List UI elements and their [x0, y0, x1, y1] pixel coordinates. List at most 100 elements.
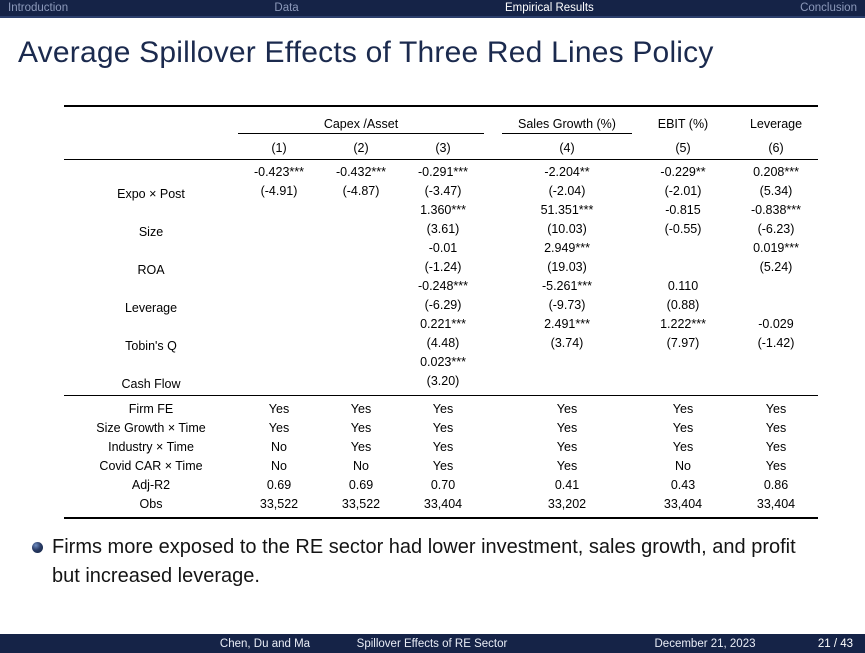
nav-item-introduction[interactable]: Introduction	[8, 2, 69, 14]
coef-value	[320, 201, 402, 220]
t-stat: (-2.01)	[664, 183, 702, 198]
coef-value	[238, 315, 320, 334]
t-stat: (19.03)	[547, 259, 587, 274]
control-value: Yes	[320, 394, 402, 419]
bullet-icon	[32, 542, 43, 553]
coef-value: 0.023***	[420, 354, 466, 369]
control-value: Yes	[350, 439, 372, 454]
table-header: Capex /Asset Sales Growth (%) EBIT (%) Leve…	[64, 106, 818, 160]
control-value: 0.69	[266, 477, 292, 492]
coef-value: -0.423***	[253, 164, 305, 179]
coef-value: 0.110	[667, 278, 699, 293]
row-label: Tobin's Q	[125, 338, 177, 353]
control-value: 33,404	[423, 496, 463, 511]
coef-cell: -0.01 (-1.24)	[402, 239, 484, 277]
coef-cell: -5.261*** (-9.73)	[502, 277, 632, 315]
control-value: No	[353, 458, 369, 473]
coef-value	[632, 353, 734, 372]
footer-authors: Chen, Du and Ma	[219, 637, 311, 650]
control-value: Yes	[672, 420, 694, 435]
coef-value: -0.291***	[417, 164, 469, 179]
coef-value	[238, 201, 320, 220]
control-row: Covid CAR × Time No No Yes Yes No Yes	[64, 457, 818, 476]
coef-value	[320, 239, 402, 258]
coef-value: 51.351***	[540, 202, 594, 217]
row-label: Firm FE	[64, 394, 238, 419]
takeaway-bullet: Firms more exposed to the RE sector had …	[32, 533, 832, 591]
control-value: Yes	[432, 439, 454, 454]
t-stat	[320, 220, 402, 239]
coef-value	[320, 277, 402, 296]
coef-cell: -0.423*** (-4.91)	[238, 159, 320, 201]
control-value: 33,522	[259, 496, 299, 511]
row-label: Size	[138, 224, 164, 239]
column-spacer	[484, 457, 502, 476]
coef-cell: 1.222*** (7.97)	[632, 315, 734, 353]
row-label: ROA	[137, 262, 165, 277]
coef-cell: -0.432*** (-4.87)	[320, 159, 402, 201]
control-value: Yes	[432, 420, 454, 435]
column-number: (6)	[734, 133, 818, 160]
coef-value	[632, 239, 734, 258]
control-rows: Firm FE Yes Yes Yes Yes Yes Yes Size Growth × T…	[64, 394, 818, 518]
column-spacer	[484, 394, 502, 419]
coef-cell: 0.023*** (3.20)	[402, 353, 484, 396]
t-stat: (5.34)	[759, 183, 793, 198]
control-value: Yes	[238, 394, 320, 419]
control-value: Yes	[350, 420, 372, 435]
t-stat: (-1.42)	[757, 335, 795, 350]
coef-value: -0.815	[665, 202, 701, 217]
coef-cell: -0.229** (-2.01)	[632, 159, 734, 201]
t-stat: (-6.23)	[757, 221, 795, 236]
row-label: Industry × Time	[108, 439, 194, 454]
coef-value	[502, 353, 632, 372]
column-number: (3)	[402, 133, 484, 160]
nav-item-conclusion[interactable]: Conclusion	[800, 2, 857, 14]
control-value: 33,404	[663, 496, 703, 511]
t-stat: (5.24)	[759, 259, 793, 274]
t-stat	[238, 220, 320, 239]
control-row: Size Growth × Time Yes Yes Yes Yes Yes Yes	[64, 419, 818, 438]
control-value: 33,202	[547, 496, 587, 511]
coef-cell: -0.838*** (-6.23)	[734, 201, 818, 239]
control-value: 0.41	[554, 477, 580, 492]
column-spacer	[484, 315, 502, 353]
t-stat: (-2.04)	[548, 183, 586, 198]
coef-cell	[320, 239, 402, 277]
coef-cell	[320, 277, 402, 315]
nav-item-data[interactable]: Data	[274, 2, 299, 14]
control-value: 0.69	[348, 477, 374, 492]
control-row: Adj-R2 0.69 0.69 0.70 0.41 0.43 0.86	[64, 476, 818, 495]
coef-cell: 0.110 (0.88)	[632, 277, 734, 315]
coef-value: 2.491***	[544, 316, 590, 331]
t-stat: (-4.91)	[260, 183, 298, 198]
column-spacer	[484, 106, 502, 133]
row-label-blank	[64, 106, 238, 133]
t-stat	[632, 372, 734, 391]
coef-cell: 2.949*** (19.03)	[502, 239, 632, 277]
coef-cell	[238, 201, 320, 239]
coef-cell	[632, 239, 734, 277]
coef-value: 0.221***	[420, 316, 466, 331]
column-spacer	[484, 495, 502, 518]
coef-row: Size 1.360*** (3.61) 51.351*** (10.03) -0.815…	[64, 201, 818, 239]
column-group-label: Sales Growth (%)	[502, 106, 632, 134]
column-group-row: Capex /Asset Sales Growth (%) EBIT (%) Leve…	[64, 106, 818, 134]
control-value: 33,404	[756, 496, 796, 511]
coef-cell	[320, 201, 402, 239]
footer-short-title: Spillover Effects of RE Sector	[356, 637, 508, 650]
nav-item-empirical-results[interactable]: Empirical Results	[504, 2, 594, 14]
row-label: Adj-R2	[131, 477, 171, 492]
footer-date: December 21, 2023	[654, 637, 756, 650]
t-stat	[734, 296, 818, 315]
row-label: Covid CAR × Time	[99, 458, 203, 473]
coef-cell: -0.815 (-0.55)	[632, 201, 734, 239]
control-value: Yes	[268, 420, 290, 435]
coef-cell	[502, 353, 632, 396]
coef-value: 0.208***	[753, 164, 799, 179]
t-stat	[238, 372, 320, 391]
coef-value: 0.019***	[753, 240, 799, 255]
coef-value: -0.229**	[660, 164, 706, 179]
column-spacer	[484, 277, 502, 315]
control-value: No	[271, 439, 287, 454]
